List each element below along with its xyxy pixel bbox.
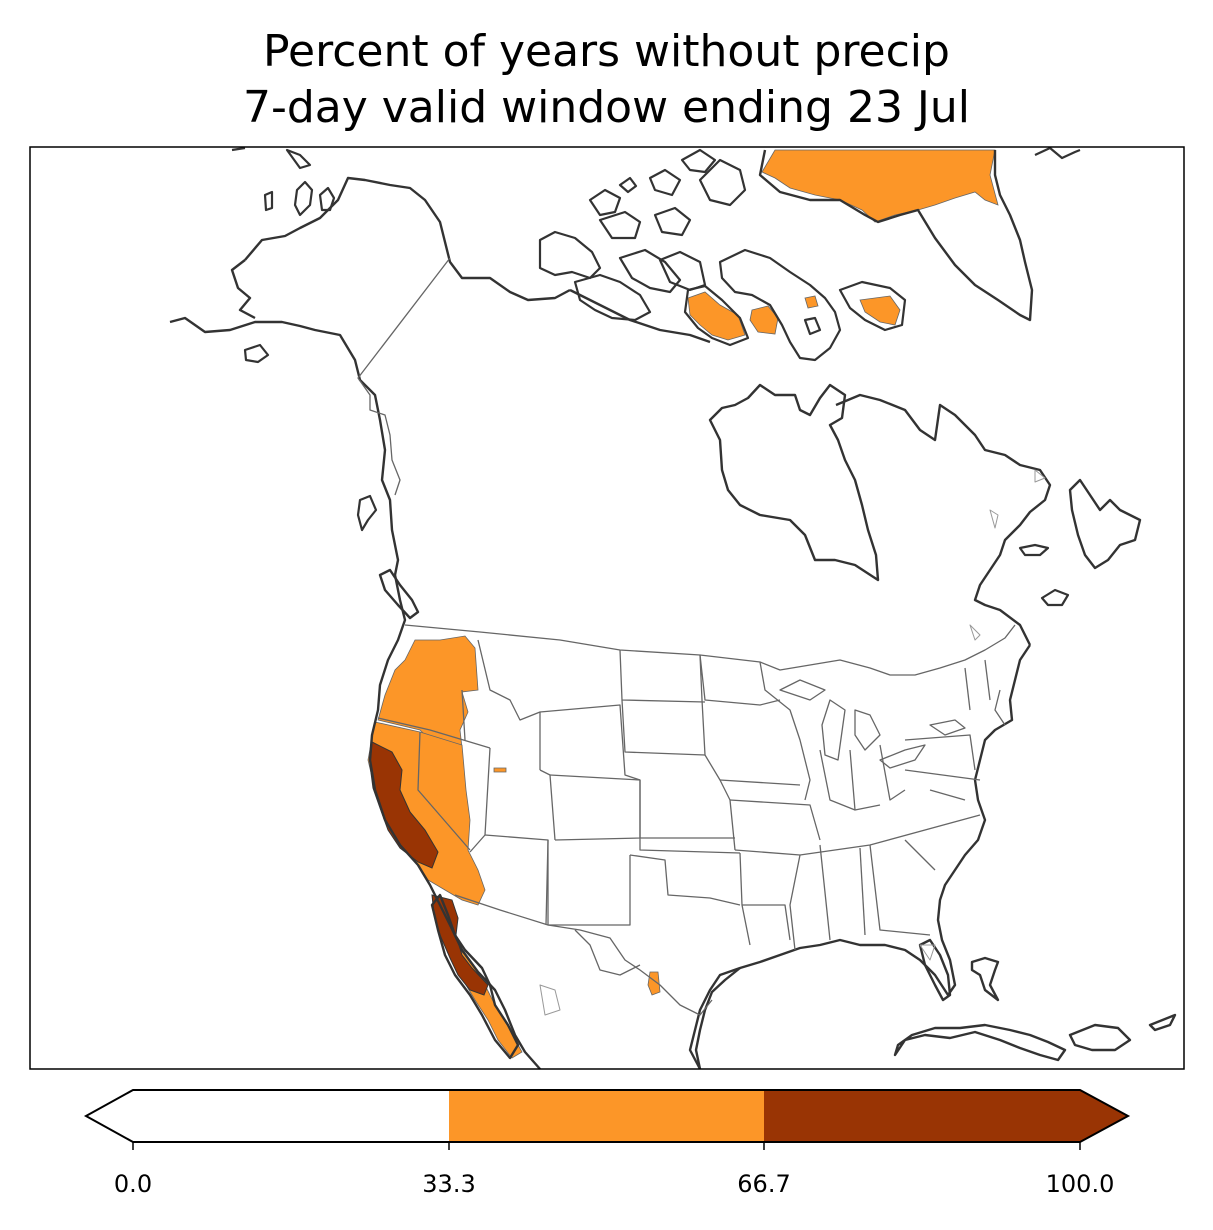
colorbar — [83, 1089, 1131, 1150]
arctic-islands — [231, 146, 1081, 607]
title-line-2: 7-day valid window ending 23 Jul — [242, 82, 971, 133]
colorbar-extend-low — [86, 1090, 133, 1142]
map-frame — [29, 146, 1185, 1070]
colorbar-bin-low — [133, 1090, 449, 1142]
title-line-1: Percent of years without precip — [263, 26, 950, 77]
map-panel — [29, 146, 1185, 1070]
colorbar-tick-label: 66.7 — [737, 1170, 791, 1198]
colorbar-tick-label: 33.3 — [422, 1170, 476, 1198]
coastlines — [169, 149, 1177, 1070]
colorbar-tick-label: 0.0 — [113, 1170, 153, 1198]
colorbar-extend-high — [1080, 1090, 1128, 1142]
colorbar-bin-mid — [449, 1090, 764, 1142]
colorbar-tick-label: 100.0 — [1045, 1170, 1115, 1198]
political-borders — [357, 257, 1046, 1016]
colorbar-bin-high — [764, 1090, 1080, 1142]
